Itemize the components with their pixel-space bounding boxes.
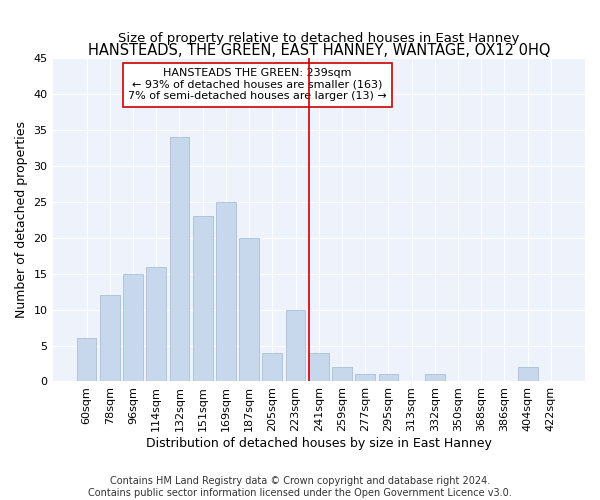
- Bar: [239, 238, 259, 382]
- Bar: [332, 367, 352, 382]
- Bar: [518, 367, 538, 382]
- Bar: [123, 274, 143, 382]
- Title: HANSTEADS, THE GREEN, EAST HANNEY, WANTAGE, OX12 0HQ: HANSTEADS, THE GREEN, EAST HANNEY, WANTA…: [88, 44, 550, 59]
- Bar: [379, 374, 398, 382]
- X-axis label: Distribution of detached houses by size in East Hanney: Distribution of detached houses by size …: [146, 437, 492, 450]
- Bar: [193, 216, 212, 382]
- Bar: [146, 266, 166, 382]
- Bar: [286, 310, 305, 382]
- Bar: [262, 352, 282, 382]
- Bar: [355, 374, 375, 382]
- Bar: [100, 296, 119, 382]
- Bar: [309, 352, 329, 382]
- Bar: [216, 202, 236, 382]
- Text: Size of property relative to detached houses in East Hanney: Size of property relative to detached ho…: [118, 32, 520, 46]
- Bar: [170, 138, 190, 382]
- Bar: [77, 338, 97, 382]
- Bar: [425, 374, 445, 382]
- Text: HANSTEADS THE GREEN: 239sqm
← 93% of detached houses are smaller (163)
7% of sem: HANSTEADS THE GREEN: 239sqm ← 93% of det…: [128, 68, 387, 102]
- Y-axis label: Number of detached properties: Number of detached properties: [15, 122, 28, 318]
- Text: Contains HM Land Registry data © Crown copyright and database right 2024.
Contai: Contains HM Land Registry data © Crown c…: [88, 476, 512, 498]
